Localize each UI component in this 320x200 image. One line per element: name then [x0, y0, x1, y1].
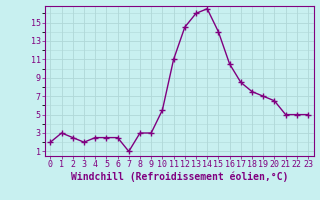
X-axis label: Windchill (Refroidissement éolien,°C): Windchill (Refroidissement éolien,°C): [70, 172, 288, 182]
